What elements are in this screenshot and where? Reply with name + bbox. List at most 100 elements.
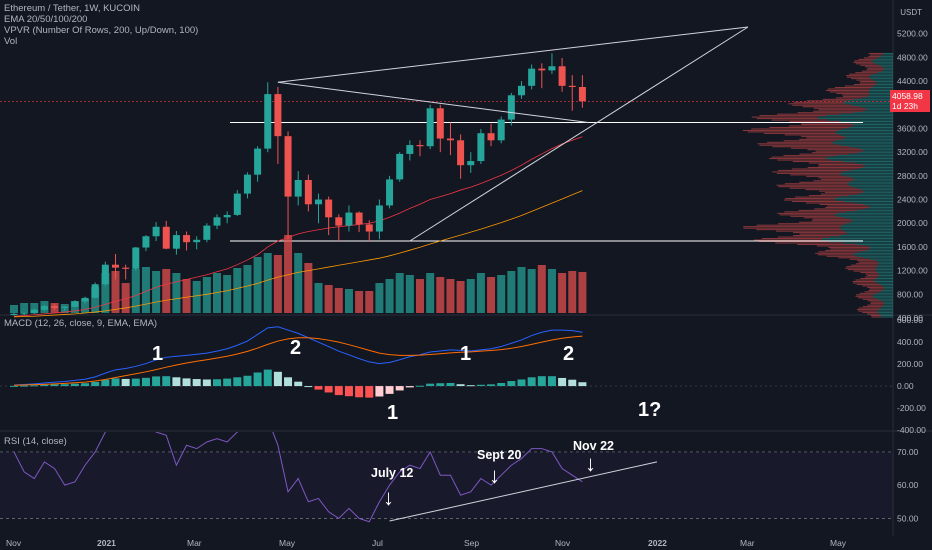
volume-bar bbox=[446, 279, 455, 313]
macd-histogram-bar bbox=[334, 386, 343, 396]
vpvr-down-bar bbox=[801, 135, 845, 137]
macd-histogram-bar bbox=[20, 385, 29, 387]
vpvr-up-bar bbox=[873, 73, 893, 75]
volume-bar bbox=[182, 279, 191, 313]
vpvr-up-bar bbox=[870, 246, 893, 248]
vpvr-indicator-label[interactable]: VPVR (Number Of Rows, 200, Up/Down, 100) bbox=[4, 25, 199, 36]
down-arrow-icon: ↓ bbox=[585, 451, 596, 476]
vpvr-up-bar bbox=[844, 201, 893, 203]
volume-bar bbox=[426, 273, 435, 313]
macd-histogram-bar bbox=[152, 376, 161, 387]
volume-indicator-label[interactable]: Vol bbox=[4, 36, 18, 47]
macd-histogram-bar bbox=[578, 382, 587, 387]
candle-body bbox=[61, 306, 69, 308]
volume-bar bbox=[304, 263, 313, 313]
rsi-annotation-sept: Sept 20 bbox=[477, 448, 522, 462]
vpvr-down-bar bbox=[857, 260, 876, 262]
rsi-pane-label[interactable]: RSI (14, close) bbox=[4, 436, 67, 447]
macd-histogram-bar bbox=[344, 386, 353, 397]
volume-bar bbox=[20, 303, 29, 313]
vpvr-down-bar bbox=[799, 233, 846, 235]
vpvr-down-bar bbox=[834, 87, 872, 88]
vpvr-up-bar bbox=[848, 195, 893, 197]
volume-bar bbox=[223, 275, 232, 313]
vpvr-down-bar bbox=[867, 313, 880, 315]
vpvr-up-bar bbox=[850, 218, 893, 220]
macd-axis-tick: -400.00 bbox=[897, 425, 926, 435]
macd-histogram-bar bbox=[273, 371, 282, 387]
vpvr-up-bar bbox=[863, 257, 893, 259]
time-axis-tick: Sep bbox=[464, 538, 479, 548]
vpvr-up-bar bbox=[883, 69, 893, 71]
vpvr-up-bar bbox=[831, 141, 893, 143]
candle-body bbox=[284, 136, 292, 197]
vpvr-down-bar bbox=[846, 75, 871, 77]
vpvr-up-bar bbox=[840, 227, 893, 229]
vpvr-up-bar bbox=[872, 295, 893, 297]
vpvr-up-bar bbox=[839, 235, 893, 237]
vpvr-down-bar bbox=[792, 161, 843, 163]
macd-histogram-bar bbox=[426, 383, 435, 387]
vpvr-up-bar bbox=[872, 61, 893, 63]
candle-body bbox=[10, 313, 18, 316]
vpvr-down-bar bbox=[789, 121, 840, 123]
vpvr-up-bar bbox=[881, 70, 893, 72]
vpvr-down-bar bbox=[815, 150, 864, 152]
rsi-axis-tick: 70.00 bbox=[897, 447, 919, 457]
vpvr-up-bar bbox=[842, 224, 893, 226]
candle-body bbox=[254, 148, 262, 175]
vpvr-down-bar bbox=[751, 128, 844, 130]
candle-body bbox=[436, 108, 444, 139]
macd-histogram-bar bbox=[476, 384, 485, 387]
candle-body bbox=[446, 138, 454, 141]
vpvr-down-bar bbox=[867, 304, 884, 306]
volume-bar bbox=[558, 273, 567, 313]
volume-bar bbox=[91, 287, 100, 313]
vpvr-down-bar bbox=[854, 84, 876, 86]
candle-body bbox=[193, 239, 201, 243]
vpvr-down-bar bbox=[803, 217, 845, 219]
vpvr-up-bar bbox=[878, 261, 893, 263]
vpvr-down-bar bbox=[743, 227, 841, 229]
vpvr-down-bar bbox=[757, 143, 834, 145]
vpvr-down-bar bbox=[784, 134, 841, 136]
vpvr-down-bar bbox=[792, 168, 858, 170]
vpvr-up-bar bbox=[875, 278, 893, 280]
symbol-title[interactable]: Ethereum / Tether, 1W, KUCOIN bbox=[4, 3, 141, 14]
time-axis-tick: Mar bbox=[740, 538, 755, 548]
vpvr-down-bar bbox=[855, 295, 873, 297]
vpvr-down-bar bbox=[769, 158, 825, 160]
vpvr-up-bar bbox=[881, 316, 893, 318]
vpvr-up-bar bbox=[851, 177, 893, 179]
vpvr-down-bar bbox=[798, 221, 851, 223]
vpvr-up-bar bbox=[877, 310, 893, 312]
macd-annotation-2a: 2 bbox=[290, 337, 302, 359]
candle-body bbox=[122, 267, 130, 269]
vpvr-down-bar bbox=[859, 292, 877, 294]
vpvr-down-bar bbox=[856, 283, 880, 285]
vpvr-up-bar bbox=[862, 97, 893, 99]
vpvr-up-bar bbox=[877, 312, 893, 314]
macd-histogram-bar bbox=[60, 384, 69, 387]
vpvr-up-bar bbox=[840, 144, 893, 146]
vpvr-up-bar bbox=[856, 255, 893, 257]
rsi-axis-tick: 60.00 bbox=[897, 480, 919, 490]
vpvr-up-bar bbox=[851, 104, 893, 106]
vpvr-up-bar bbox=[849, 122, 893, 124]
vpvr-up-bar bbox=[869, 89, 893, 91]
macd-pane-label[interactable]: MACD (12, 26, close, 9, EMA, EMA) bbox=[4, 318, 158, 329]
vpvr-up-bar bbox=[866, 109, 893, 111]
candle-body bbox=[132, 247, 140, 269]
macd-histogram-bar bbox=[172, 377, 181, 387]
macd-histogram-bar bbox=[253, 372, 262, 387]
macd-axis-tick: 600.00 bbox=[897, 315, 923, 325]
vpvr-up-bar bbox=[841, 229, 893, 231]
ema-indicator-label[interactable]: EMA 20/50/100/200 bbox=[4, 14, 88, 25]
vpvr-down-bar bbox=[775, 242, 844, 244]
vpvr-up-bar bbox=[852, 186, 893, 188]
vpvr-up-bar bbox=[870, 75, 893, 77]
vpvr-down-bar bbox=[865, 276, 878, 278]
vpvr-down-bar bbox=[799, 181, 849, 183]
vpvr-up-bar bbox=[877, 298, 893, 300]
